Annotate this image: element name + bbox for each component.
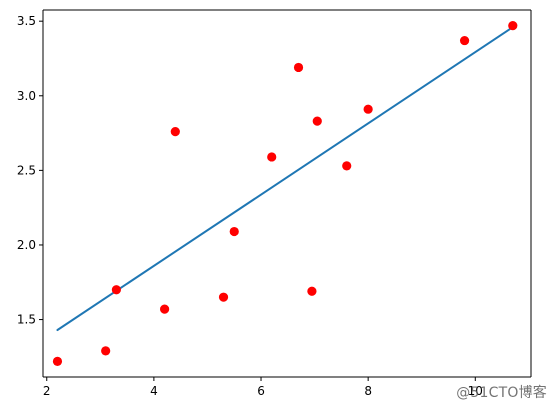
plot-area (43, 10, 531, 377)
data-point (101, 346, 111, 356)
data-point (218, 292, 229, 302)
data-point (160, 304, 170, 314)
y-tick-label: 3.5 (17, 14, 36, 28)
data-point (312, 116, 322, 126)
y-tick-label: 2.0 (17, 238, 36, 252)
data-point (111, 285, 121, 295)
data-point (342, 161, 352, 171)
regression-line (56, 26, 514, 332)
axes: 2 4 6 8 10 1.5 2.0 2.5 3.0 3.5 (17, 9, 532, 398)
data-point (52, 356, 63, 366)
data-point (229, 226, 239, 237)
watermark-text: @51CTO博客 (456, 385, 547, 401)
data-point (170, 126, 180, 137)
x-tick-label: 2 (43, 384, 51, 398)
data-point (267, 152, 277, 162)
data-point (508, 21, 518, 31)
y-tick-label: 2.5 (17, 163, 36, 177)
y-tick-label: 3.0 (17, 89, 36, 103)
data-point (363, 104, 373, 114)
x-tick-label: 10 (468, 384, 483, 398)
x-tick-label: 8 (364, 384, 372, 398)
data-point (459, 35, 470, 46)
x-tick-label: 6 (257, 384, 265, 398)
plot-background (43, 10, 531, 377)
y-tick-label: 1.5 (17, 313, 36, 327)
data-point (307, 286, 317, 296)
x-tick-label: 4 (150, 384, 158, 398)
data-point (293, 62, 304, 73)
